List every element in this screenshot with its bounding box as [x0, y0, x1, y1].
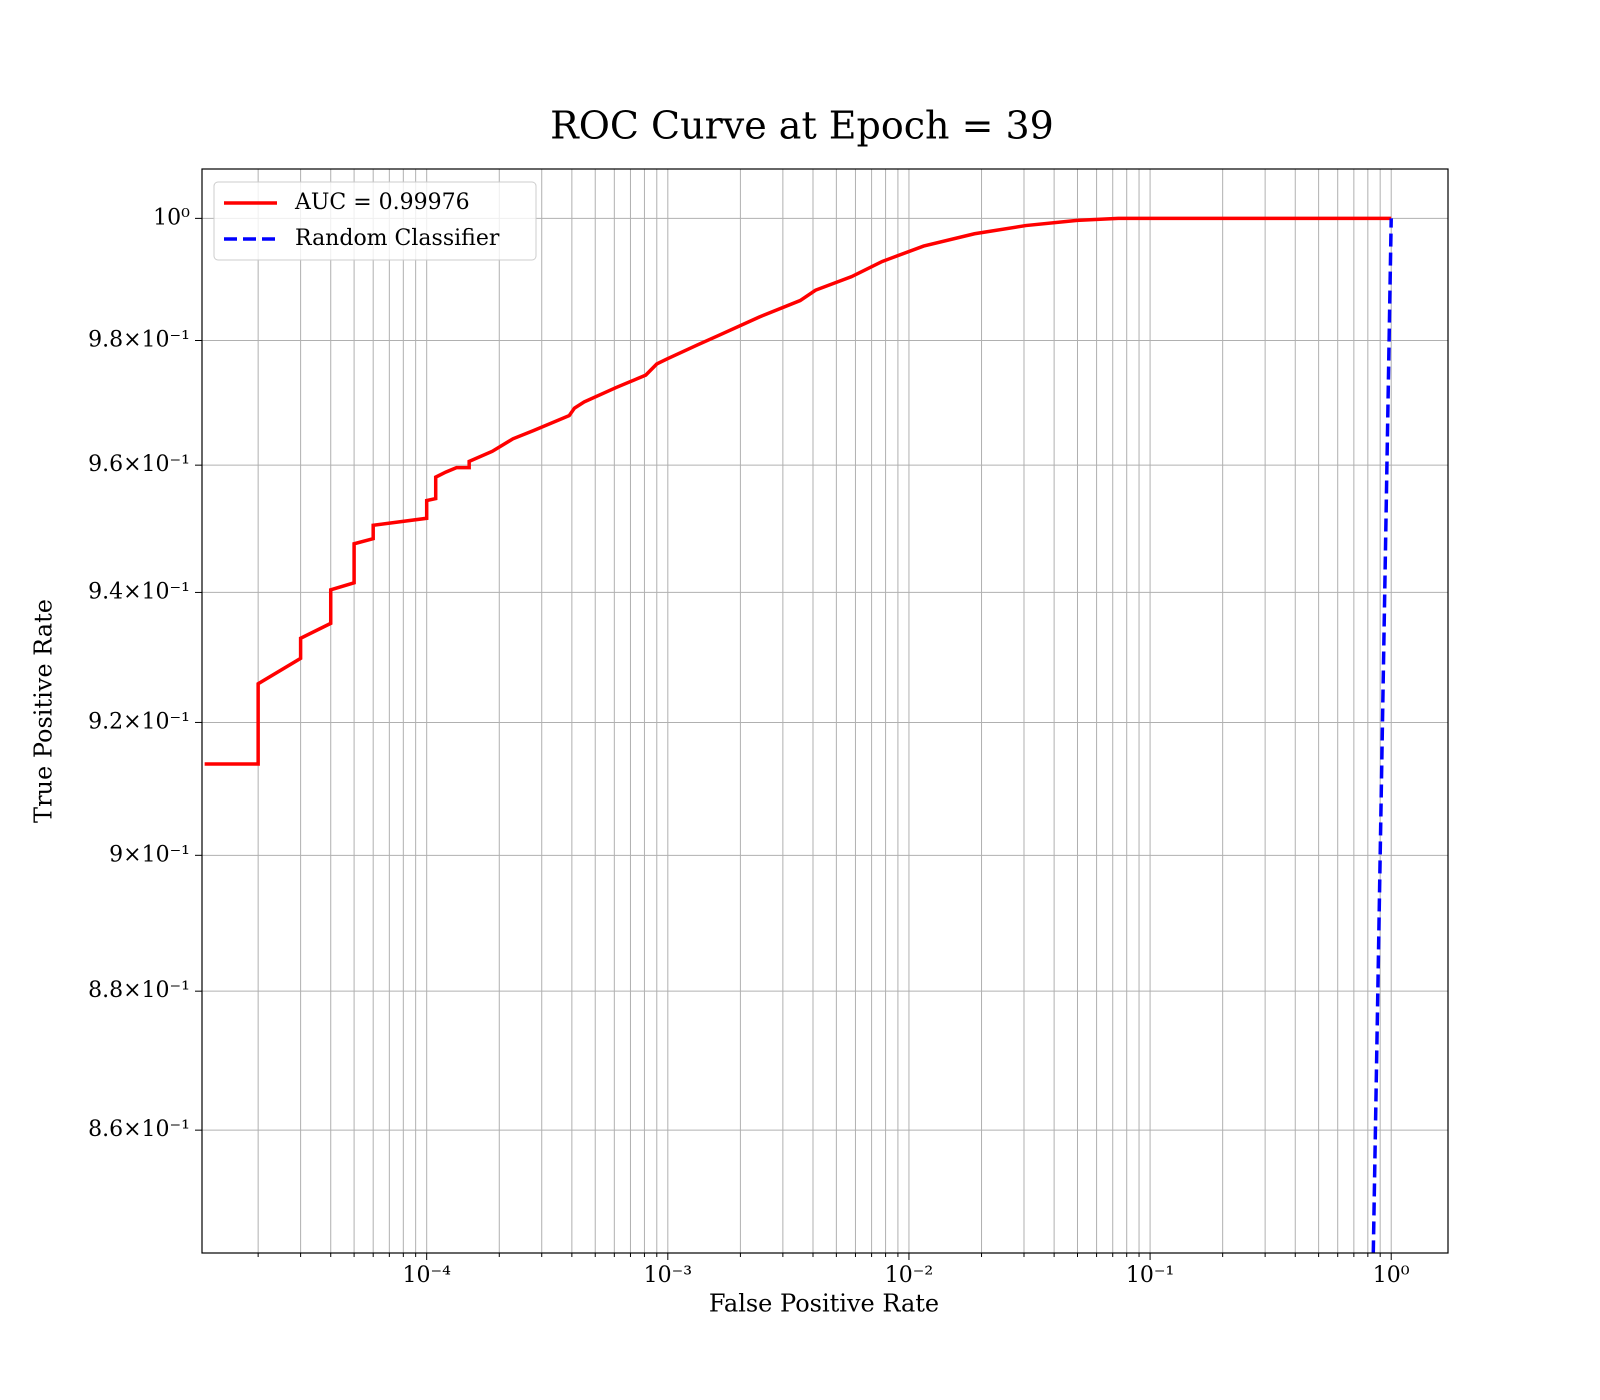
x-axis-label: False Positive Rate — [709, 1290, 939, 1318]
x-tick-label: 10⁰ — [1373, 1263, 1410, 1288]
x-tick-label: 10⁻³ — [644, 1263, 692, 1288]
y-tick-label: 9.2×10⁻¹ — [88, 709, 190, 734]
series-line — [204, 216, 1392, 766]
y-tick-label: 8.8×10⁻¹ — [88, 978, 190, 1003]
legend-box — [213, 181, 537, 261]
y-tick-label: 9.4×10⁻¹ — [88, 579, 190, 604]
y-tick-label: 10⁰ — [153, 205, 190, 230]
y-tick-label: 9.8×10⁻¹ — [88, 328, 190, 353]
y-tick-label: 9×10⁻¹ — [109, 842, 190, 867]
x-tick-label: 10⁻⁴ — [402, 1263, 451, 1288]
y-tick-label: 8.6×10⁻¹ — [88, 1117, 190, 1142]
y-axis-label: True Positive Rate — [30, 599, 58, 823]
legend-label: Random Classifier — [295, 226, 500, 251]
plot-frame — [201, 168, 1449, 1254]
legend-label: AUC = 0.99976 — [294, 190, 470, 215]
series-line — [1371, 218, 1393, 1253]
y-tick-label: 9.6×10⁻¹ — [88, 452, 190, 477]
x-tick-label: 10⁻² — [885, 1263, 933, 1288]
x-tick-label: 10⁻¹ — [1126, 1263, 1174, 1288]
chart-title: ROC Curve at Epoch = 39 — [550, 104, 1054, 148]
